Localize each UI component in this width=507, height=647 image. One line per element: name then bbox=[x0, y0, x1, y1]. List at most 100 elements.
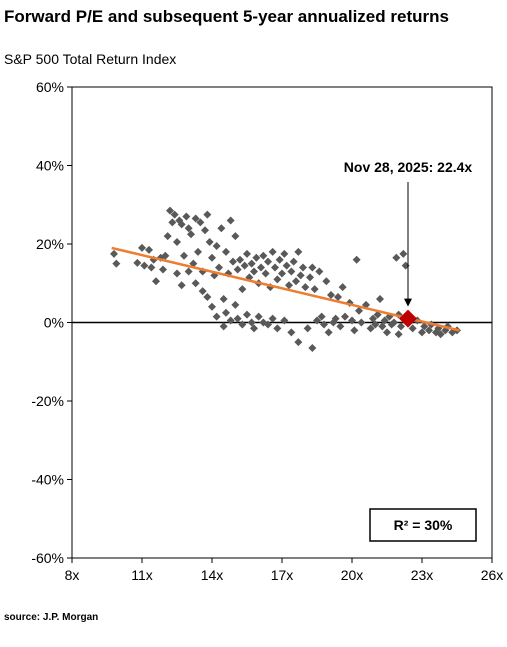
data-point bbox=[380, 316, 389, 325]
data-point bbox=[226, 316, 235, 325]
data-point bbox=[273, 275, 282, 284]
annotation-arrow-head bbox=[404, 298, 412, 307]
data-point bbox=[191, 279, 200, 288]
data-point bbox=[219, 294, 228, 303]
data-point bbox=[268, 247, 277, 256]
data-point bbox=[392, 253, 401, 262]
data-point bbox=[184, 267, 193, 276]
data-point bbox=[369, 314, 377, 323]
x-axis: 8x 11x 14x 17x 20x 23x 26x bbox=[65, 558, 504, 583]
data-point bbox=[231, 300, 240, 309]
data-point bbox=[280, 316, 289, 325]
data-point bbox=[257, 263, 265, 272]
data-point bbox=[201, 226, 209, 235]
x-tick-label: 20x bbox=[341, 567, 364, 583]
data-point bbox=[294, 338, 303, 347]
data-point bbox=[285, 281, 293, 290]
y-tick-label: 0% bbox=[44, 315, 64, 331]
data-point bbox=[208, 253, 216, 262]
y-tick-label: 20% bbox=[36, 236, 64, 252]
data-point bbox=[217, 224, 226, 233]
data-point bbox=[275, 255, 284, 264]
data-point bbox=[408, 324, 417, 333]
data-point bbox=[166, 206, 174, 215]
data-point bbox=[168, 218, 177, 227]
data-point bbox=[436, 330, 445, 339]
r-squared-box bbox=[369, 508, 477, 542]
data-point bbox=[289, 257, 298, 266]
data-point bbox=[268, 314, 277, 323]
data-point bbox=[352, 255, 361, 264]
data-point bbox=[390, 318, 398, 327]
data-point bbox=[306, 273, 314, 282]
data-point bbox=[187, 230, 195, 239]
data-point bbox=[180, 251, 188, 260]
data-point bbox=[145, 245, 153, 254]
x-tick-label: 14x bbox=[201, 567, 224, 583]
data-point bbox=[163, 232, 172, 241]
data-point bbox=[418, 328, 426, 337]
data-point bbox=[222, 308, 230, 317]
data-point bbox=[233, 314, 242, 323]
source-note: source: J.P. Morgan bbox=[4, 612, 99, 623]
current-value-marker bbox=[399, 309, 417, 328]
data-point bbox=[243, 310, 251, 319]
data-point bbox=[294, 247, 303, 256]
data-point bbox=[173, 238, 181, 247]
data-point bbox=[140, 261, 149, 270]
data-point bbox=[299, 263, 307, 272]
data-point bbox=[378, 322, 387, 331]
data-point bbox=[261, 269, 270, 278]
data-point bbox=[208, 302, 216, 311]
y-tick-label: -60% bbox=[31, 550, 64, 566]
x-tick-label: 26x bbox=[481, 567, 504, 583]
data-point bbox=[310, 285, 319, 294]
data-point bbox=[292, 277, 300, 286]
data-point bbox=[226, 216, 235, 225]
data-point bbox=[315, 267, 324, 276]
data-point bbox=[313, 316, 321, 325]
data-point bbox=[198, 287, 207, 296]
data-point bbox=[264, 257, 272, 266]
data-point bbox=[287, 328, 296, 337]
data-point bbox=[161, 251, 170, 260]
data-point bbox=[394, 330, 403, 339]
x-tick-label: 17x bbox=[271, 567, 294, 583]
data-point bbox=[247, 318, 256, 327]
data-point bbox=[317, 312, 326, 321]
data-point bbox=[425, 326, 433, 335]
data-point bbox=[366, 324, 375, 333]
data-point bbox=[303, 324, 312, 333]
data-point bbox=[236, 255, 244, 264]
data-point bbox=[397, 322, 405, 331]
data-point bbox=[191, 214, 200, 223]
data-point bbox=[282, 261, 291, 270]
data-point bbox=[278, 269, 286, 278]
data-point bbox=[308, 344, 317, 353]
y-tick-label: 60% bbox=[36, 79, 64, 95]
data-point bbox=[338, 283, 347, 292]
data-point bbox=[212, 312, 221, 321]
data-point bbox=[301, 283, 310, 292]
data-point bbox=[240, 261, 249, 270]
current-value-annotation: Nov 28, 2025: 22.4x bbox=[344, 159, 473, 175]
data-point bbox=[287, 267, 296, 276]
data-point bbox=[247, 259, 256, 268]
data-point bbox=[243, 249, 251, 258]
data-point bbox=[322, 277, 331, 286]
data-point bbox=[194, 247, 202, 256]
data-point bbox=[296, 271, 305, 280]
data-point bbox=[320, 320, 328, 329]
data-point bbox=[110, 249, 118, 258]
y-tick-label: -40% bbox=[31, 472, 64, 488]
data-point bbox=[138, 243, 146, 252]
data-point bbox=[327, 291, 335, 300]
data-point bbox=[334, 292, 342, 301]
data-point bbox=[219, 322, 228, 331]
data-point bbox=[273, 324, 282, 333]
data-point bbox=[203, 210, 212, 219]
data-point bbox=[399, 249, 408, 258]
data-point bbox=[308, 263, 317, 272]
data-point bbox=[233, 265, 242, 274]
